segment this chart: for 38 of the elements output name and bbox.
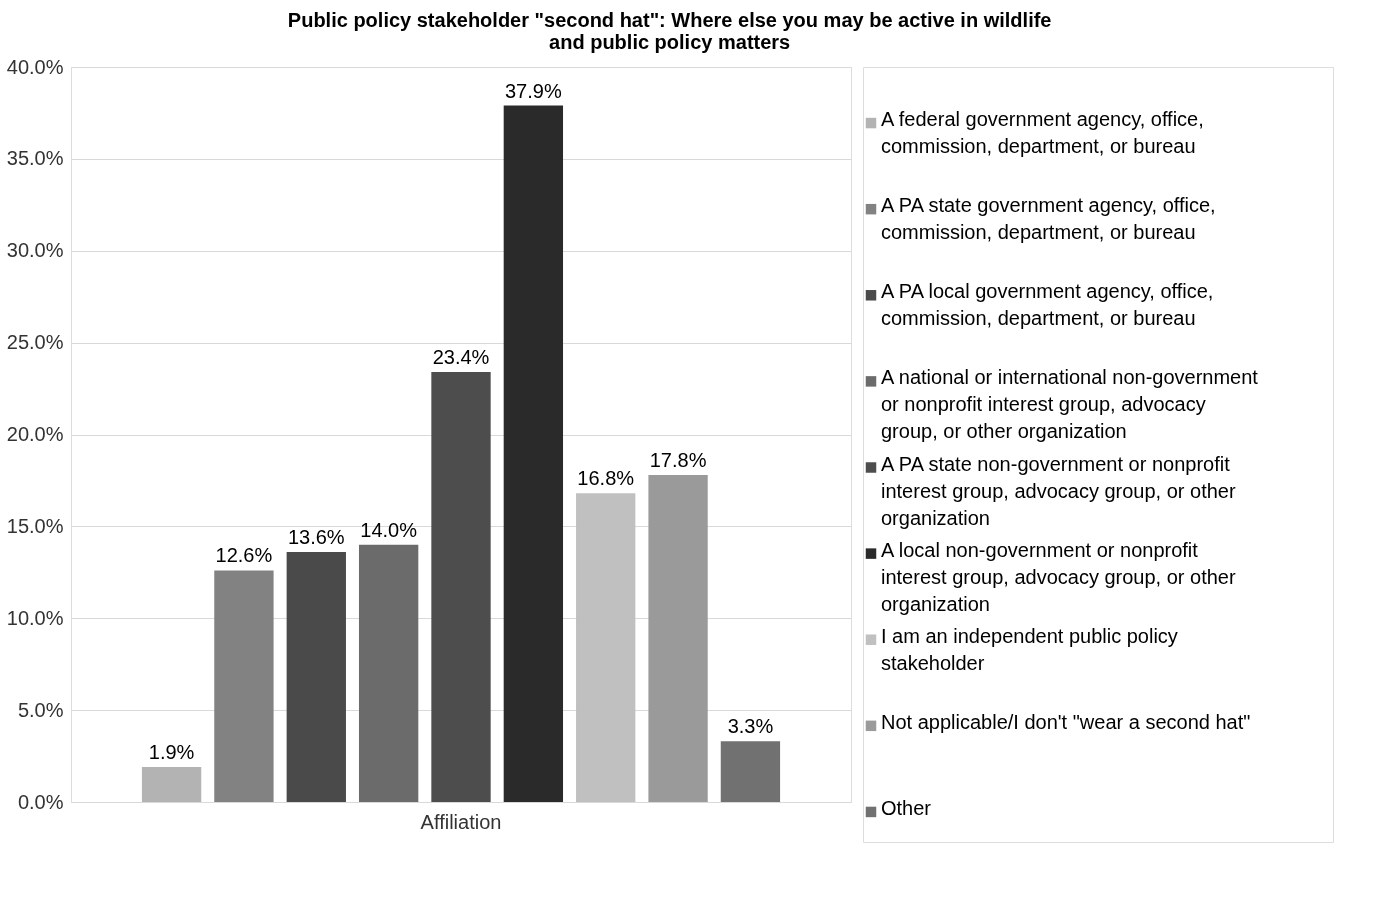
bar [141,767,202,802]
bar [648,474,708,802]
y-tick-label: 20.0% [6,423,64,445]
data-label: 17.8% [649,448,707,471]
legend-label: A PA state non-government or nonprofit interest group, advocacy group, or other organization [881,452,1236,529]
legend-label: A local non-government or nonprofit interest group, advocacy group, or other organization [881,538,1236,615]
bar [286,552,346,802]
data-label: 37.9% [505,79,562,102]
legend-label: Not applicable/I don't "wear a second hat" [881,710,1251,733]
bar [576,493,636,802]
legend-label: Other [881,796,932,819]
bar [214,570,274,802]
y-tick-label: 30.0% [6,239,64,262]
y-tick-label: 35.0% [6,147,64,170]
bar [720,741,781,802]
legend-label: I am an independent public policy stakeholder [881,624,1178,674]
legend-label: A PA state government agency, office, commission, department, or bureau [881,194,1216,244]
data-label: 1.9% [148,741,195,764]
bar [358,544,419,802]
y-tick-label: 15.0% [6,514,64,537]
y-tick-label: 40.0% [6,55,64,78]
chart-title: Public policy stakeholder "second hat": Where else you may be active in wildlife and public policy matters [287,8,1052,53]
y-tick-label: 5.0% [17,698,64,721]
data-label: 14.0% [360,518,418,541]
data-label: 13.6% [287,526,345,549]
data-label: 16.8% [577,467,635,490]
y-tick-label: 25.0% [6,331,64,354]
data-label: 12.6% [215,544,273,567]
legend-label: A federal government agency, office, commission, department, or bureau [881,108,1204,158]
data-label: 3.3% [727,715,774,738]
legend-label: A national or international non-government or nonprofit interest group, advocacy group, or other organization [881,366,1259,443]
x-tick-label: Affiliation [420,810,502,833]
data-label: 23.4% [432,346,490,369]
y-tick-label: 10.0% [6,606,64,629]
legend-label: A PA local government agency, office, commission, department, or bureau [881,280,1214,330]
bar [503,105,564,802]
y-tick-label: 0.0% [17,790,64,813]
bar [431,372,491,802]
